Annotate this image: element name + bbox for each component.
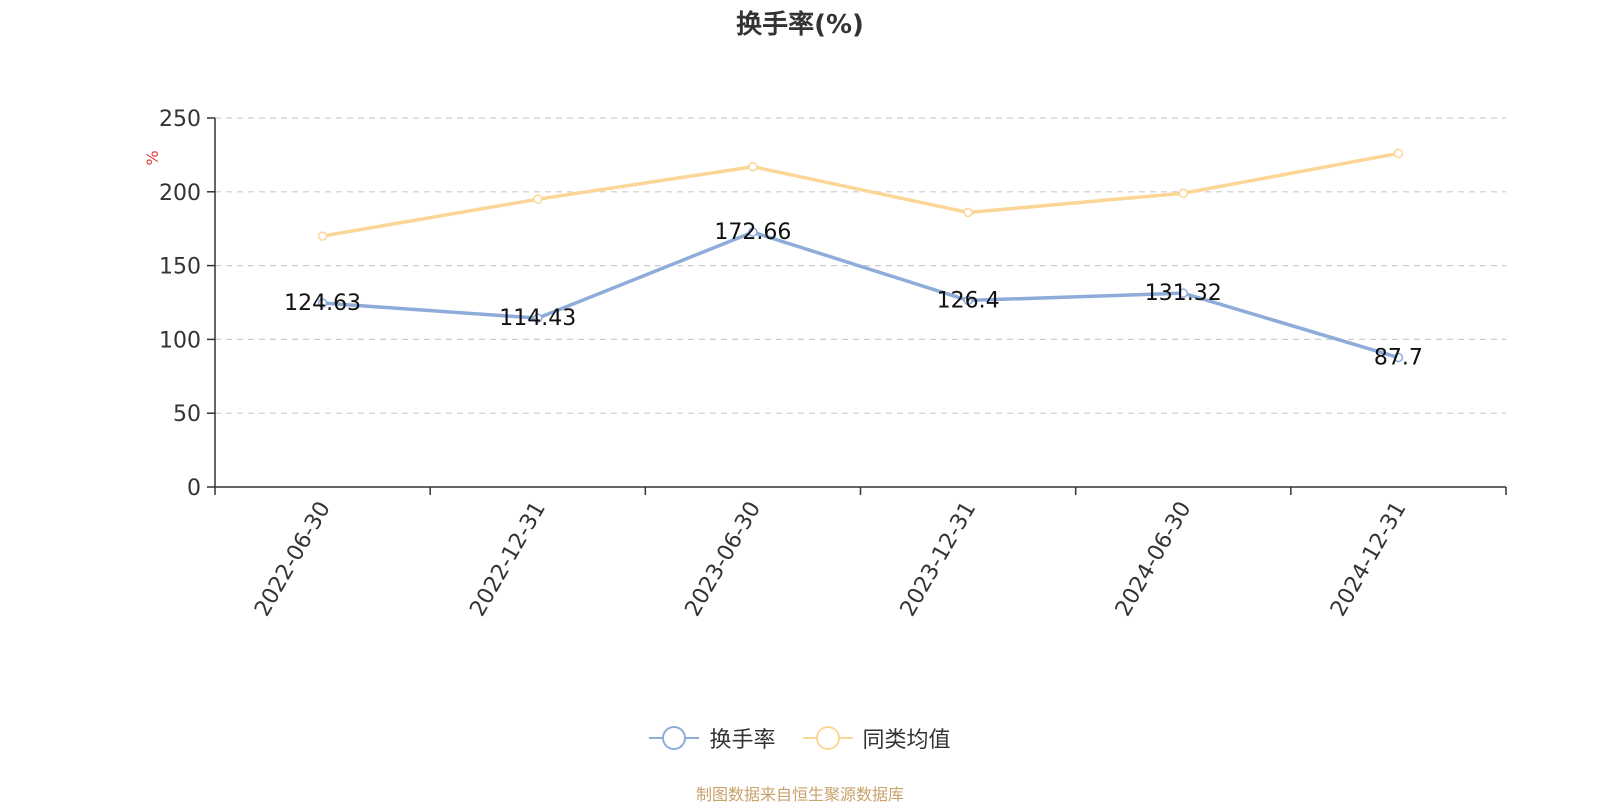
y-tick-label: 0 [187, 476, 201, 501]
y-tick-label: 150 [159, 255, 201, 280]
series [317, 148, 1404, 363]
axes: 0 50 100 150 200 250% 2022-06-30 2022-12-31 2023… [143, 107, 1507, 621]
data-point [533, 313, 543, 323]
y-axis-unit-label: % [143, 150, 162, 165]
x-tick-label: 2022-06-30 [250, 498, 336, 621]
y-tick-label: 200 [159, 181, 201, 206]
data-label: 131.32 [1145, 281, 1222, 306]
legend-peer-average-line-icon [802, 726, 853, 750]
series-line-0 [320, 230, 1401, 360]
x-tick-label: 2024-12-31 [1326, 498, 1412, 621]
x-tick-label: 2023-12-31 [896, 498, 982, 621]
y-tick-label: 50 [173, 402, 201, 427]
data-point [317, 231, 328, 241]
data-source-note: 制图数据来自恒生聚源数据库 [695, 785, 904, 804]
data-point [748, 227, 758, 237]
legend-item-turnover[interactable]: 换手率 [649, 722, 776, 754]
legend: 换手率 同类均值 [0, 722, 1600, 757]
data-point [963, 207, 973, 218]
data-point [1393, 148, 1404, 159]
y-tick-label: 100 [159, 328, 201, 353]
legend-item-peer-average[interactable]: 同类均值 [802, 722, 951, 754]
data-label: 114.43 [499, 306, 576, 331]
data-point [533, 194, 543, 204]
data-label: 87.7 [1374, 346, 1423, 371]
legend-label-peer-average: 同类均值 [862, 728, 951, 753]
data-point [1178, 288, 1188, 298]
x-tick-label: 2023-06-30 [681, 498, 767, 621]
x-tick-label: 2024-06-30 [1111, 498, 1197, 621]
chart-title: 换手率(%) [736, 10, 864, 40]
data-label: 172.66 [714, 220, 791, 245]
data-point [963, 295, 973, 306]
legend-turnover-line-icon [649, 726, 700, 750]
data-label: 124.63 [284, 291, 361, 316]
legend-label-turnover: 换手率 [709, 728, 776, 753]
data-labels: 124.63 114.43 172.66 126.4 131.32 87.7 [284, 220, 1423, 370]
data-point [748, 161, 758, 172]
x-tick-label: 2022-12-31 [465, 498, 551, 621]
data-point [1178, 188, 1188, 199]
data-point [317, 298, 328, 308]
line-chart: 0 50 100 150 200 250% 2022-06-30 2022-12-31 2023… [143, 107, 1507, 621]
y-tick-label: 250 [159, 107, 201, 132]
data-label: 126.4 [937, 288, 1000, 313]
data-point [1393, 352, 1404, 363]
series-line-1 [320, 151, 1401, 238]
